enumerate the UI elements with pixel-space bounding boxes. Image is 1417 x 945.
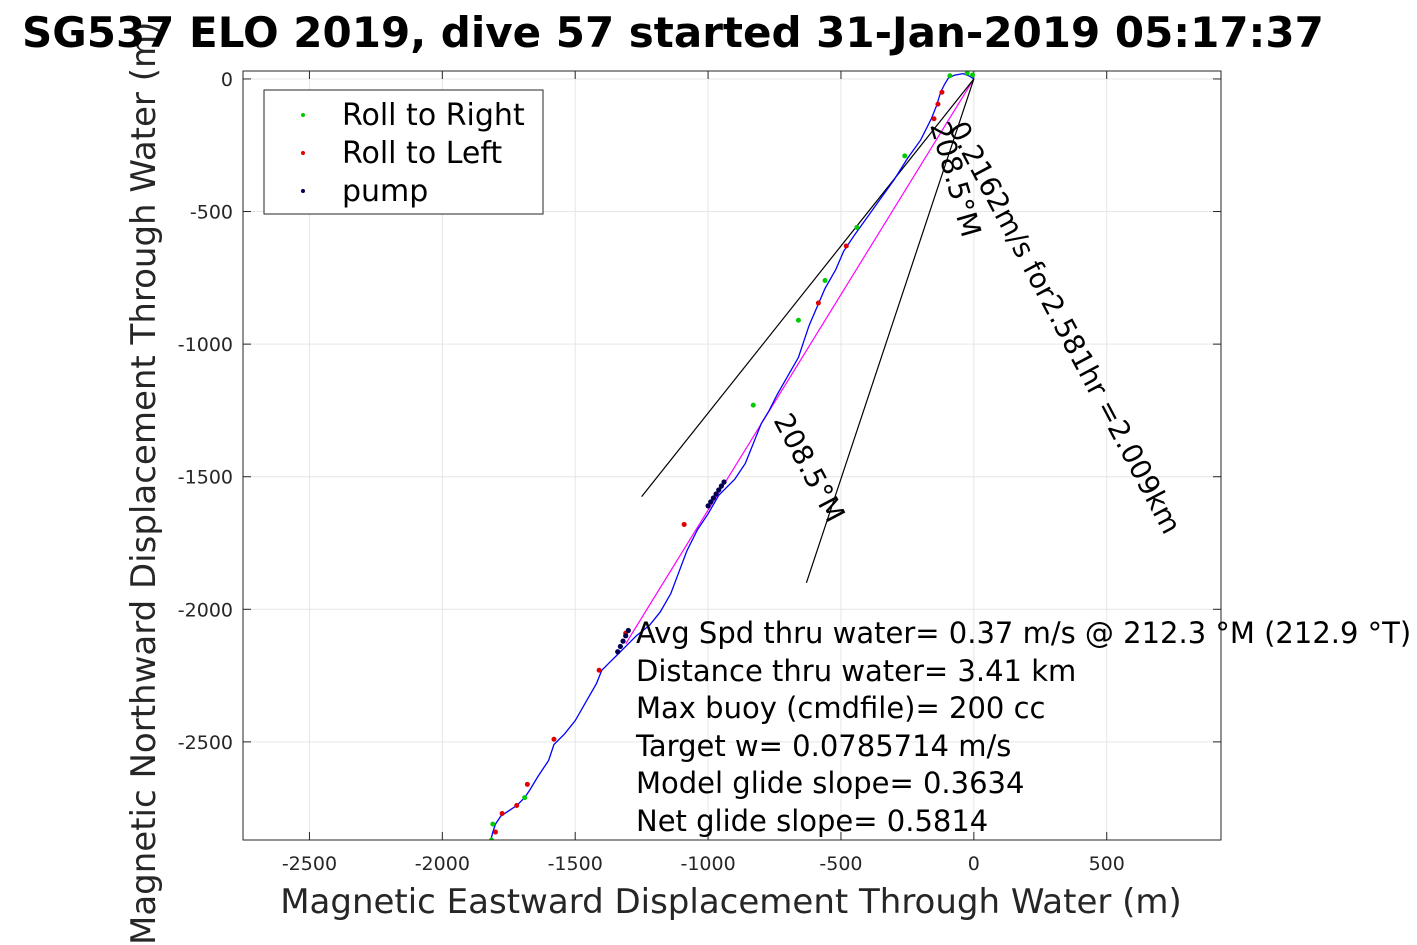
y-tick-label: -2500 [178, 732, 233, 754]
stats-line-model-glide: Model glide slope= 0.3634 [636, 766, 1024, 800]
roll-left-point [681, 521, 687, 527]
track-line [490, 72, 975, 840]
x-axis-title: Magnetic Eastward Displacement Through W… [280, 882, 1182, 922]
roll-right-point [822, 277, 828, 283]
legend-marker-pump [301, 189, 305, 193]
y-tick-label: -500 [190, 202, 233, 224]
pump-point [620, 638, 626, 644]
x-tick-label: 0 [968, 853, 980, 875]
roll-right-point [488, 837, 494, 840]
roll-right-point [750, 402, 756, 408]
stats-annotation: Avg Spd thru water= 0.37 m/s @ 212.3 °M … [635, 616, 1411, 838]
stats-line-net-glide: Net glide slope= 0.5814 [636, 804, 988, 838]
pump-point [713, 491, 719, 497]
x-tick-label: -1000 [680, 853, 735, 875]
x-tick-label: 500 [1089, 853, 1125, 875]
legend-marker-roll-left [301, 151, 305, 155]
stats-line-target-w: Target w= 0.0785714 m/s [635, 729, 1011, 763]
roll-right-point [522, 795, 528, 801]
roll-right-point [964, 71, 970, 76]
roll-left-point [935, 101, 941, 107]
roll-left-point [551, 736, 557, 742]
wedge-right [805, 78, 975, 583]
roll-right-point [854, 224, 860, 230]
reference-lines [625, 78, 975, 645]
legend-label-pump: pump [342, 174, 428, 209]
x-tick-label: -2000 [415, 853, 470, 875]
roll-left-point [931, 116, 937, 122]
legend-marker-roll-right [301, 113, 305, 117]
y-tick-label: 0 [221, 69, 233, 91]
pump-point [705, 503, 711, 509]
y-tick-label: -1000 [178, 334, 233, 356]
wedge-left [641, 78, 975, 497]
roll-left-point [524, 781, 530, 787]
y-tick-label: -1500 [178, 467, 233, 489]
pump-point [716, 487, 722, 493]
x-tick-label: -500 [819, 853, 862, 875]
legend-label-roll-left: Roll to Left [342, 136, 502, 171]
pump-point [708, 499, 714, 505]
roll-right-point [902, 153, 908, 159]
stats-line-avg-speed: Avg Spd thru water= 0.37 m/s @ 212.3 °M … [636, 616, 1411, 650]
pump-point [615, 649, 621, 655]
x-tick-label: -2500 [282, 853, 337, 875]
stats-line-distance: Distance thru water= 3.41 km [636, 654, 1076, 688]
plot-frame [242, 70, 1222, 841]
roll-right-point [970, 72, 976, 78]
pump-point [718, 483, 724, 489]
roll-left-point [815, 300, 821, 306]
roll-right-point [947, 73, 953, 79]
ticks: -2500 -2000 -1500 -1000 -500 0 500 0 -500 -1000 -1… [178, 69, 1221, 875]
pump-point [710, 495, 716, 501]
roll-left-point [499, 810, 505, 816]
roll-right-point [490, 821, 496, 827]
bearing-line [625, 78, 975, 645]
legend: Roll to Right Roll to Left pump [263, 89, 544, 215]
roll-left-point [492, 829, 498, 835]
markers [488, 71, 976, 840]
pump-point [617, 643, 623, 650]
legend-label-roll-right: Roll to Right [342, 98, 525, 133]
roll-left-point [514, 803, 520, 809]
x-tick-label: -1500 [548, 853, 603, 875]
chart-title: SG537 ELO 2019, dive 57 started 31-Jan-2… [22, 8, 1324, 57]
legend-box [263, 89, 544, 215]
stats-line-max-buoy: Max buoy (cmdfile)= 200 cc [636, 691, 1045, 725]
roll-right-point [795, 317, 801, 323]
y-tick-label: -2000 [178, 599, 233, 621]
pump-point [623, 633, 629, 639]
roll-left-point [843, 243, 849, 249]
pump-point [721, 479, 727, 485]
track [490, 72, 975, 840]
roll-left-point [939, 89, 945, 95]
pump-point [625, 627, 631, 634]
y-axis-title: Magnetic Northward Displacement Through … [124, 22, 164, 945]
roll-left-point [596, 667, 602, 673]
